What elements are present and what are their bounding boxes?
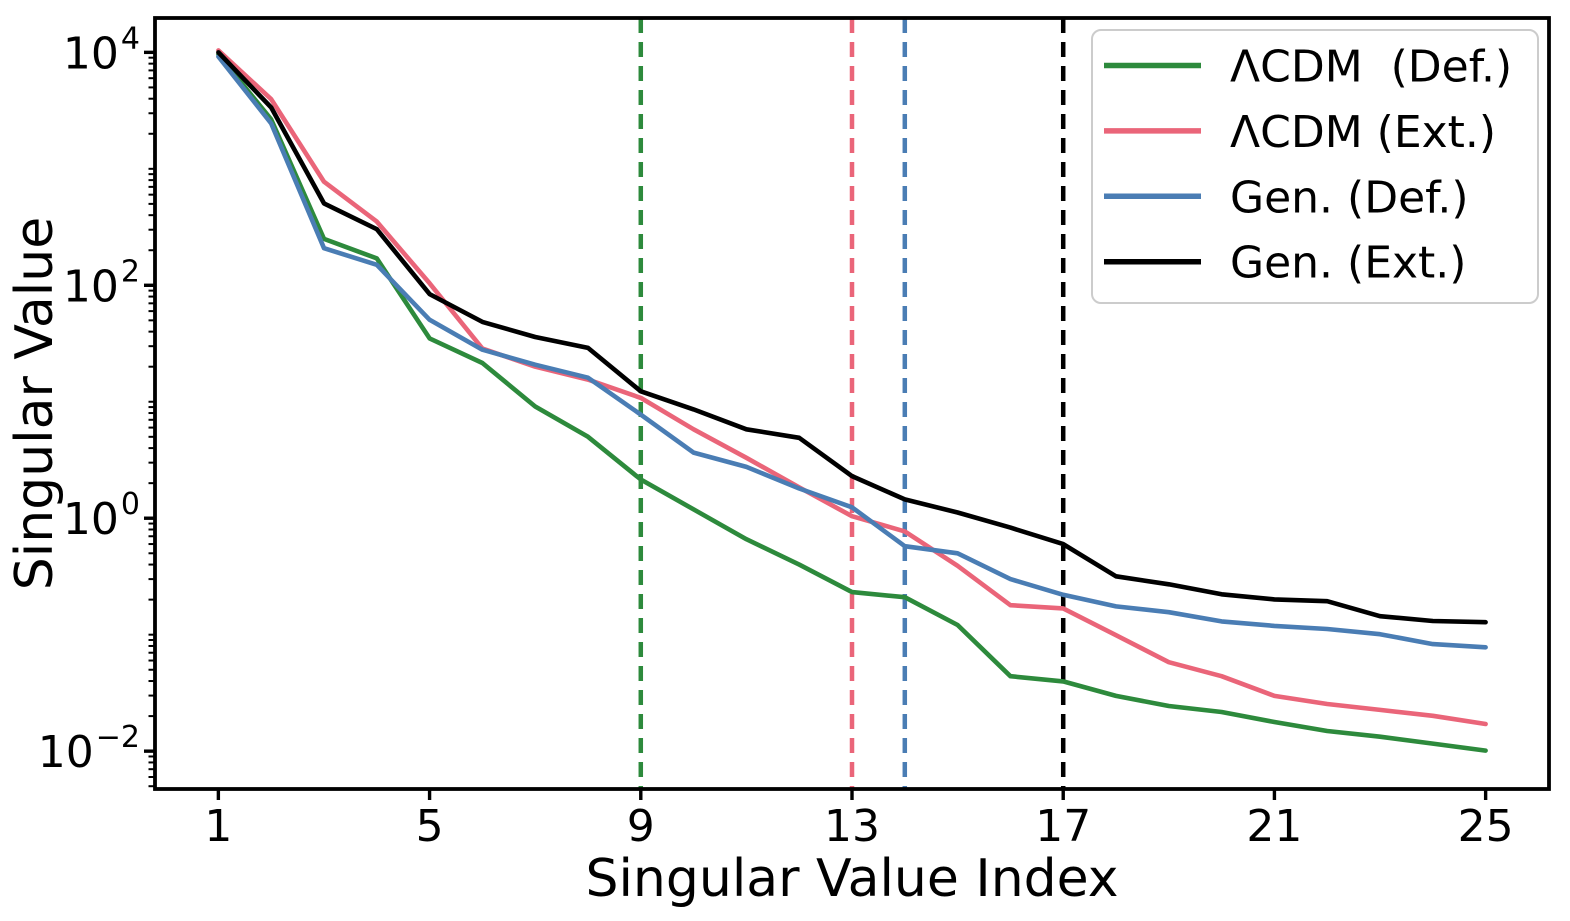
x-tick-label: 1: [204, 801, 232, 852]
y-tick-mantissa: 10: [38, 727, 94, 778]
y-tick-label: 100: [63, 487, 140, 545]
x-tick-label: 21: [1246, 801, 1302, 852]
y-tick-label: 102: [63, 254, 140, 312]
y-tick-label: 104: [63, 21, 140, 79]
series-line-1: [216, 48, 1488, 727]
x-tick-label: 25: [1458, 801, 1514, 852]
y-tick-mantissa: 10: [63, 28, 119, 79]
x-tick-label: 5: [416, 801, 444, 852]
y-tick-exponent: −2: [96, 720, 140, 755]
x-tick-label: 9: [627, 801, 655, 852]
legend-label-2: Gen. (Def.): [1230, 172, 1469, 223]
legend-label-0: ΛCDM (Def.): [1230, 42, 1512, 93]
y-tick-mantissa: 10: [63, 494, 119, 545]
y-tick-label: 10−2: [38, 720, 140, 778]
y-tick-exponent: 0: [121, 487, 140, 522]
y-tick-exponent: 4: [121, 21, 140, 56]
legend-label-1: ΛCDM (Ext.): [1230, 107, 1496, 158]
y-tick-exponent: 2: [121, 254, 140, 289]
y-tick-mantissa: 10: [63, 261, 119, 312]
legend-box: [1091, 29, 1539, 304]
x-tick-label: 17: [1035, 801, 1091, 852]
yaxis-title: Singular Value: [5, 217, 65, 590]
series-line-2: [216, 54, 1488, 650]
legend-label-3: Gen. (Ext.): [1230, 238, 1466, 289]
series-line-0: [216, 52, 1488, 753]
x-tick-label: 13: [824, 801, 880, 852]
xaxis-title: Singular Value Index: [585, 849, 1118, 909]
series-line-3: [216, 50, 1488, 625]
